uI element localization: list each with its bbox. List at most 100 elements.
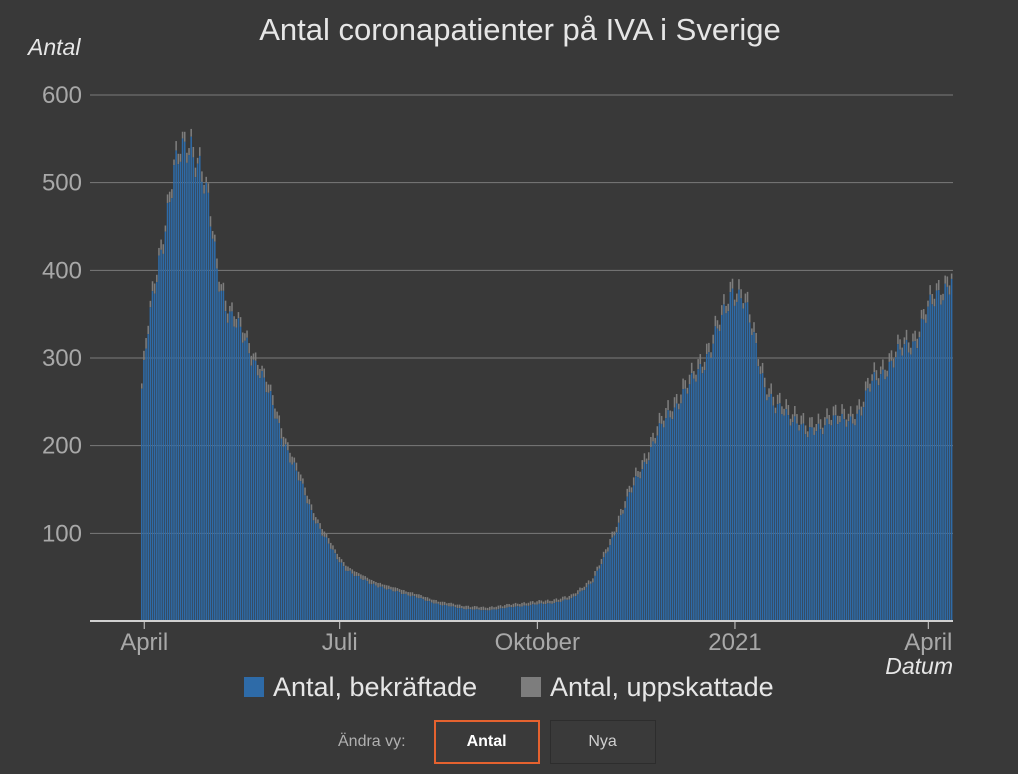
bar-estimated bbox=[656, 426, 659, 436]
bar-estimated bbox=[491, 606, 493, 610]
bar-estimated bbox=[615, 526, 618, 533]
bar-confirmed bbox=[297, 480, 300, 621]
bar-confirmed bbox=[205, 182, 207, 621]
bar-confirmed bbox=[635, 476, 637, 621]
bar-estimated bbox=[181, 131, 184, 139]
bar-confirmed bbox=[710, 357, 712, 621]
bar-estimated bbox=[669, 410, 671, 418]
bar-estimated bbox=[895, 351, 897, 358]
view-antal-button[interactable]: Antal bbox=[433, 720, 540, 764]
bar-confirmed bbox=[763, 387, 766, 621]
bar-confirmed bbox=[693, 378, 695, 621]
bar-estimated bbox=[729, 281, 732, 293]
bar-confirmed bbox=[413, 596, 416, 621]
bar-estimated bbox=[519, 604, 521, 607]
bar-confirmed bbox=[824, 425, 826, 621]
bar-estimated bbox=[686, 387, 689, 394]
bar-estimated bbox=[478, 607, 480, 610]
bar-confirmed bbox=[489, 610, 491, 621]
bar-estimated bbox=[323, 531, 326, 537]
bar-estimated bbox=[441, 601, 444, 606]
bar-confirmed bbox=[568, 599, 571, 621]
bars bbox=[141, 128, 953, 622]
bar-confirmed bbox=[910, 354, 912, 621]
bar-estimated bbox=[772, 396, 775, 406]
bar-estimated bbox=[742, 303, 745, 309]
bar-confirmed bbox=[355, 575, 358, 621]
bar-estimated bbox=[364, 576, 366, 580]
bar-estimated bbox=[602, 551, 605, 558]
bar-confirmed bbox=[628, 492, 631, 621]
bar-confirmed bbox=[562, 600, 564, 621]
legend: Antal, bekräftade Antal, uppskattade bbox=[244, 672, 774, 702]
bar-confirmed bbox=[837, 424, 839, 621]
bar-confirmed bbox=[890, 360, 893, 621]
bar-estimated bbox=[201, 171, 203, 182]
bar-confirmed bbox=[385, 589, 388, 621]
bar-confirmed bbox=[572, 596, 575, 621]
bar-confirmed bbox=[791, 422, 794, 621]
bar-confirmed bbox=[647, 460, 650, 621]
bar-confirmed bbox=[183, 141, 186, 621]
bar-estimated bbox=[714, 315, 717, 327]
bar-confirmed bbox=[819, 429, 822, 621]
bar-confirmed bbox=[682, 389, 684, 621]
bar-confirmed bbox=[611, 537, 613, 621]
bar-estimated bbox=[336, 553, 339, 560]
bar-estimated bbox=[566, 597, 568, 600]
bar-estimated bbox=[501, 606, 504, 609]
bar-confirmed bbox=[877, 385, 880, 621]
bar-confirmed bbox=[164, 231, 167, 621]
view-controls-label: Ändra vy: bbox=[338, 733, 406, 750]
bar-confirmed bbox=[158, 255, 160, 621]
bar-confirmed bbox=[895, 357, 897, 621]
bar-estimated bbox=[931, 293, 934, 305]
bar-estimated bbox=[549, 600, 551, 604]
bar-confirmed bbox=[510, 607, 513, 621]
bar-estimated bbox=[568, 595, 571, 600]
bar-confirmed bbox=[772, 405, 775, 621]
bar-confirmed bbox=[759, 373, 762, 621]
bar-confirmed bbox=[276, 418, 278, 621]
bar-confirmed bbox=[768, 396, 770, 621]
bar-estimated bbox=[259, 368, 261, 379]
bar-confirmed bbox=[596, 570, 598, 621]
bar-confirmed bbox=[454, 607, 457, 621]
bar-confirmed bbox=[156, 282, 158, 621]
bar-estimated bbox=[847, 413, 850, 422]
bar-confirmed bbox=[663, 427, 665, 621]
bar-estimated bbox=[175, 141, 177, 151]
bar-confirmed bbox=[583, 590, 586, 621]
bar-confirmed bbox=[325, 537, 328, 621]
bar-estimated bbox=[890, 350, 893, 361]
bar-estimated bbox=[254, 352, 257, 361]
bar-estimated bbox=[304, 487, 306, 496]
bar-confirmed bbox=[437, 603, 439, 621]
view-nya-button[interactable]: Nya bbox=[549, 720, 656, 764]
bar-confirmed bbox=[364, 579, 366, 621]
bar-estimated bbox=[761, 362, 764, 374]
bar-estimated bbox=[484, 607, 487, 611]
bar-confirmed bbox=[813, 434, 815, 621]
bar-confirmed bbox=[312, 520, 315, 621]
bar-confirmed bbox=[319, 528, 321, 621]
bar-confirmed bbox=[405, 593, 407, 621]
bar-estimated bbox=[837, 415, 839, 425]
bar-estimated bbox=[748, 314, 751, 323]
bar-estimated bbox=[377, 582, 379, 588]
bar-estimated bbox=[168, 191, 171, 203]
bar-confirmed bbox=[892, 367, 895, 621]
bar-confirmed bbox=[469, 609, 472, 621]
bar-confirmed bbox=[925, 322, 927, 621]
bar-estimated bbox=[950, 273, 953, 279]
bar-confirmed bbox=[613, 535, 616, 621]
bar-estimated bbox=[867, 377, 869, 389]
bar-estimated bbox=[373, 581, 375, 584]
bar-confirmed bbox=[422, 599, 424, 621]
bar-estimated bbox=[712, 334, 714, 344]
bar-confirmed bbox=[398, 592, 401, 621]
bar-estimated bbox=[547, 599, 549, 604]
bar-confirmed bbox=[680, 403, 682, 621]
bar-confirmed bbox=[830, 425, 833, 621]
bar-confirmed bbox=[199, 155, 201, 621]
